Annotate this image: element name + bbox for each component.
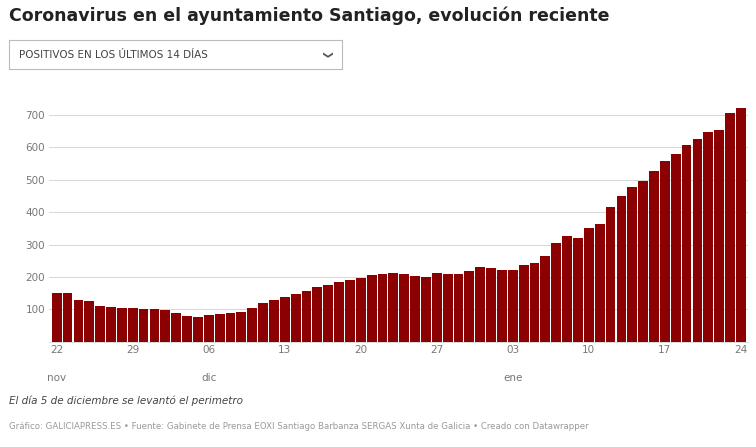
Bar: [182, 316, 192, 342]
Bar: [73, 300, 83, 342]
Bar: [356, 278, 366, 342]
Bar: [649, 171, 659, 342]
Bar: [692, 139, 702, 342]
Bar: [682, 145, 692, 342]
Text: Coronavirus en el ayuntamiento Santiago, evolución reciente: Coronavirus en el ayuntamiento Santiago,…: [9, 7, 609, 25]
Bar: [324, 285, 333, 342]
Bar: [736, 108, 745, 342]
Bar: [703, 132, 713, 342]
Bar: [530, 263, 540, 342]
Text: dic: dic: [201, 372, 216, 383]
Bar: [562, 236, 572, 342]
Bar: [247, 308, 257, 342]
Text: ❯: ❯: [320, 51, 330, 59]
Bar: [725, 113, 735, 342]
Bar: [204, 315, 214, 342]
Bar: [584, 228, 593, 342]
Bar: [258, 303, 268, 342]
Bar: [497, 270, 507, 342]
Bar: [595, 224, 605, 342]
Bar: [172, 313, 181, 342]
Bar: [52, 293, 62, 342]
Bar: [616, 196, 626, 342]
Bar: [237, 312, 246, 342]
Text: ene: ene: [503, 372, 522, 383]
Bar: [573, 238, 583, 342]
Bar: [421, 277, 431, 342]
Bar: [160, 310, 170, 342]
Bar: [638, 181, 648, 342]
Bar: [660, 161, 670, 342]
Bar: [671, 154, 680, 342]
Text: El día 5 de diciembre se levantó el perimetro: El día 5 de diciembre se levantó el peri…: [9, 396, 243, 406]
Bar: [138, 309, 148, 342]
Bar: [486, 268, 496, 342]
Bar: [367, 275, 376, 342]
Bar: [95, 306, 105, 342]
Bar: [464, 271, 474, 342]
Bar: [606, 207, 615, 342]
Text: nov: nov: [47, 372, 67, 383]
Bar: [627, 187, 637, 342]
Bar: [508, 270, 518, 342]
Bar: [302, 291, 311, 342]
Bar: [476, 267, 485, 342]
Bar: [345, 279, 355, 342]
Bar: [377, 274, 387, 342]
Bar: [312, 287, 322, 342]
Bar: [389, 273, 398, 342]
Bar: [106, 307, 116, 342]
Bar: [225, 313, 235, 342]
Bar: [541, 256, 550, 342]
Bar: [714, 130, 724, 342]
Bar: [443, 274, 453, 342]
Bar: [399, 274, 409, 342]
Bar: [215, 314, 225, 342]
Bar: [454, 274, 463, 342]
Bar: [128, 308, 138, 342]
Bar: [85, 301, 94, 342]
Bar: [63, 293, 73, 342]
Bar: [117, 308, 127, 342]
Bar: [280, 297, 290, 342]
Bar: [432, 273, 442, 342]
Bar: [411, 276, 420, 342]
Bar: [334, 282, 344, 342]
Text: Gráfico: GALICIAPRESS.ES • Fuente: Gabinete de Prensa EOXI Santiago Barbanza SER: Gráfico: GALICIAPRESS.ES • Fuente: Gabin…: [9, 422, 589, 431]
Text: POSITIVOS EN LOS ÚLTIMOS 14 DÍAS: POSITIVOS EN LOS ÚLTIMOS 14 DÍAS: [19, 50, 208, 60]
Bar: [551, 243, 561, 342]
Bar: [519, 265, 528, 342]
Bar: [291, 294, 301, 342]
Bar: [269, 300, 279, 342]
Bar: [193, 316, 203, 342]
Bar: [150, 309, 160, 342]
